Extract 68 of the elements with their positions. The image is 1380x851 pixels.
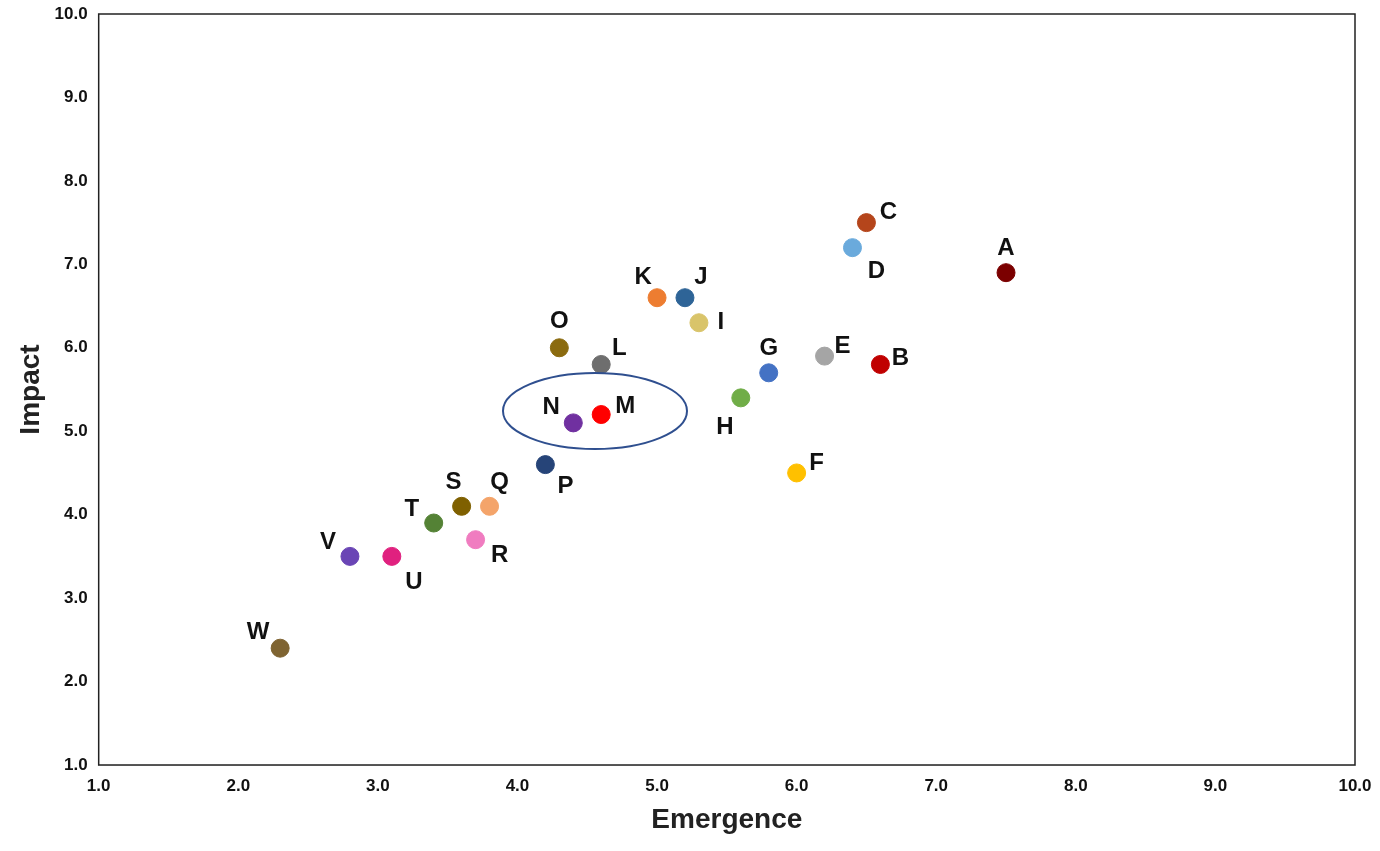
series-label: F [809, 447, 824, 475]
series-label: M [615, 391, 636, 419]
point [466, 530, 486, 550]
point [815, 346, 835, 366]
series-label: B [891, 343, 910, 371]
point [870, 354, 890, 374]
y-tick-label: 4.0 [64, 504, 88, 524]
x-tick-label: 8.0 [1064, 775, 1088, 795]
series-label: H [716, 412, 734, 440]
series-label: C [879, 197, 898, 225]
point [480, 496, 500, 516]
point [996, 263, 1016, 283]
point [759, 363, 779, 383]
x-tick-label: 5.0 [645, 775, 669, 795]
y-tick-label: 2.0 [64, 671, 88, 691]
series-label: O [550, 306, 569, 334]
series-label: P [557, 471, 574, 499]
point [535, 455, 555, 475]
point [270, 638, 290, 658]
point [675, 288, 695, 308]
series-label: A [997, 233, 1015, 261]
series-label: R [490, 540, 509, 568]
series-label: K [634, 262, 653, 290]
x-tick-label: 10.0 [1338, 775, 1372, 795]
y-tick-label: 7.0 [64, 254, 88, 274]
point [591, 405, 611, 425]
series-label: W [246, 616, 270, 644]
series-label: L [611, 333, 627, 361]
y-tick-label: 8.0 [64, 170, 88, 190]
series-label: Q [490, 466, 509, 494]
point [856, 213, 876, 233]
series-label: U [405, 567, 423, 595]
y-tick-label: 6.0 [64, 337, 88, 357]
point [424, 513, 444, 533]
point [842, 238, 862, 258]
x-tick-label: 9.0 [1203, 775, 1228, 795]
point [647, 288, 667, 308]
x-tick-label: 3.0 [366, 775, 390, 795]
x-tick-label: 2.0 [226, 775, 251, 795]
x-tick-label: 1.0 [86, 775, 111, 795]
series-label: G [759, 333, 779, 361]
series-label: V [319, 527, 336, 555]
point [382, 546, 402, 566]
point [452, 496, 472, 516]
x-axis-title: Emergence [651, 802, 803, 834]
series-label: N [542, 391, 560, 419]
y-tick-label: 1.0 [64, 754, 88, 774]
series-label: J [694, 262, 708, 290]
y-tick-label: 9.0 [64, 87, 88, 107]
series-label: T [404, 493, 420, 521]
point [591, 354, 611, 374]
y-tick-label: 3.0 [64, 587, 88, 607]
y-tick-label: 5.0 [64, 420, 88, 440]
x-tick-label: 4.0 [505, 775, 530, 795]
x-tick-label: 6.0 [784, 775, 809, 795]
point [340, 546, 360, 566]
series-label: D [867, 256, 886, 284]
series-label: I [717, 307, 725, 335]
point [731, 388, 751, 408]
x-tick-label: 7.0 [924, 775, 949, 795]
series-label: E [834, 330, 851, 358]
point [563, 413, 583, 433]
point [549, 338, 569, 358]
y-tick-label: 10.0 [54, 3, 88, 23]
point [787, 463, 807, 483]
y-axis-title: Impact [13, 344, 45, 435]
point [689, 313, 709, 333]
series-label: S [445, 466, 462, 494]
